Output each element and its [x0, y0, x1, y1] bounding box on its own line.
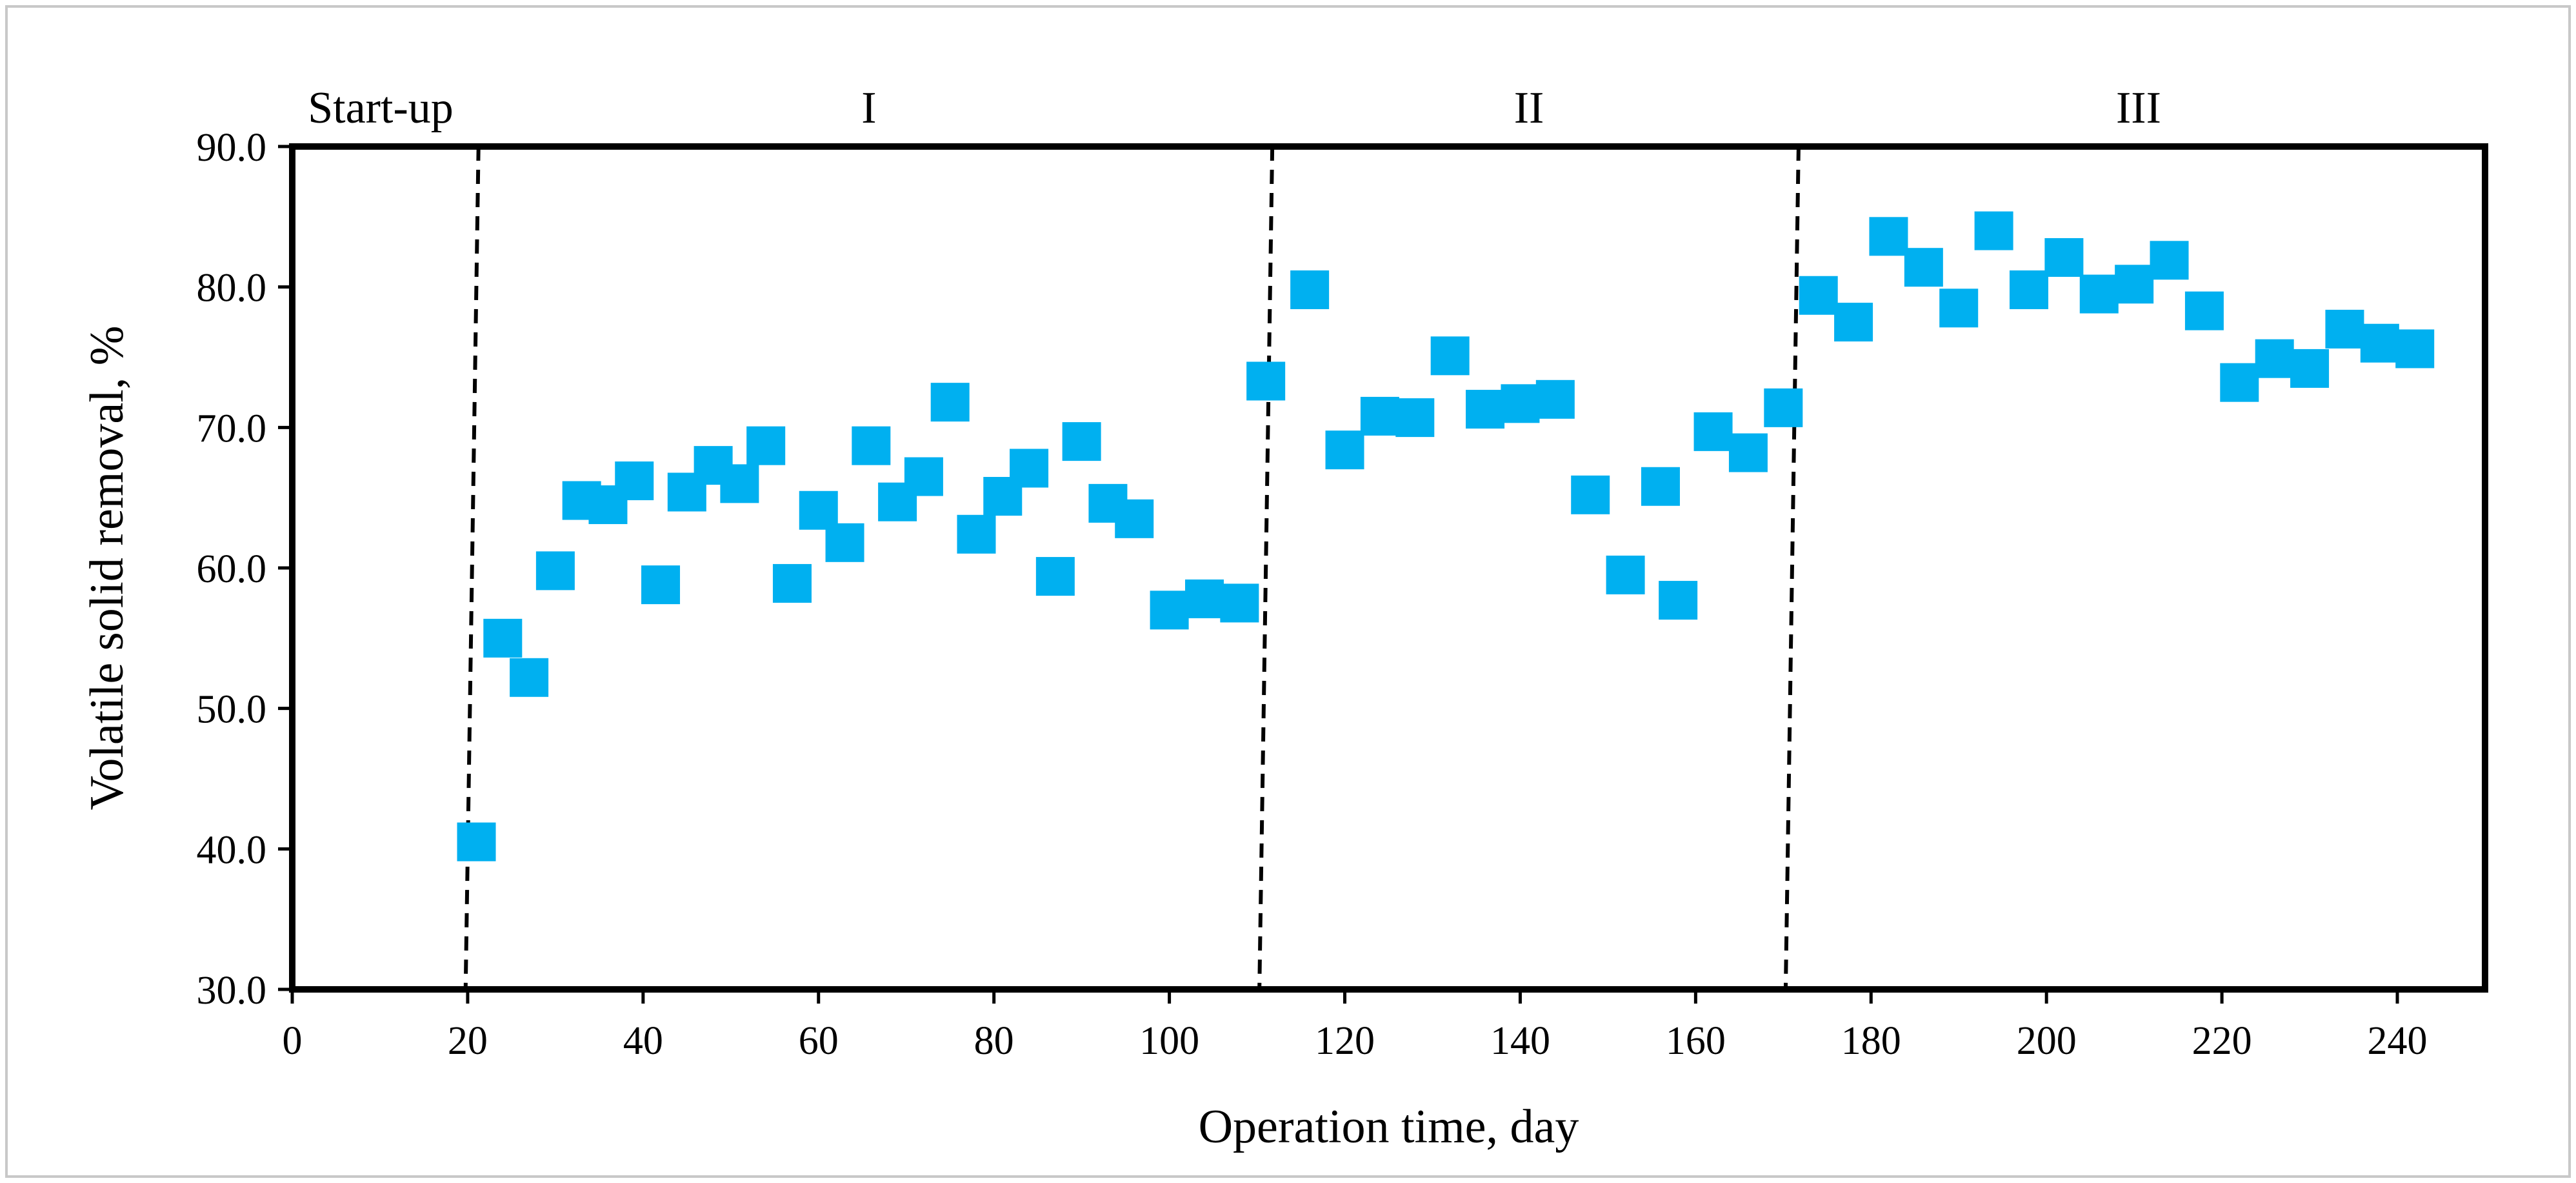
- data-point: [1939, 288, 1979, 328]
- data-point: [1150, 591, 1189, 630]
- phase-label-3: II: [1514, 83, 1544, 133]
- data-point: [2184, 291, 2224, 330]
- x-tick-label: 60: [799, 1019, 839, 1063]
- y-tick-label: 50.0: [197, 688, 267, 732]
- x-tick-label: 200: [2017, 1019, 2077, 1063]
- y-tick-label: 90.0: [197, 126, 267, 170]
- data-point: [1184, 579, 1224, 618]
- data-point: [510, 658, 549, 697]
- x-tick-label: 140: [1490, 1019, 1550, 1063]
- axes: [278, 145, 2399, 1004]
- x-tick-label: 120: [1315, 1019, 1375, 1063]
- data-point: [1535, 379, 1575, 419]
- x-tick-label: 40: [623, 1019, 663, 1063]
- data-point: [2255, 339, 2294, 378]
- data-point: [1290, 270, 1330, 310]
- data-point: [1641, 467, 1680, 506]
- y-tick-label: 30.0: [197, 969, 267, 1013]
- data-point: [852, 426, 891, 465]
- y-tick-label: 80.0: [197, 267, 267, 310]
- data-point: [2395, 329, 2435, 369]
- data-point: [1430, 336, 1470, 376]
- data-point: [2325, 309, 2364, 349]
- data-point: [2115, 265, 2154, 304]
- data-point: [1834, 303, 1873, 342]
- data-point: [2150, 241, 2189, 280]
- data-point: [1606, 555, 1645, 594]
- data-point: [2290, 349, 2330, 388]
- data-point: [1466, 390, 1505, 429]
- y-tick-label: 70.0: [197, 407, 267, 450]
- data-point: [457, 822, 496, 862]
- x-tick-label: 80: [974, 1019, 1014, 1063]
- data-point: [1764, 388, 1803, 427]
- data-point: [1728, 433, 1768, 472]
- x-tick-label: 180: [1841, 1019, 1901, 1063]
- x-tick-label: 240: [2368, 1019, 2428, 1063]
- y-tick-label: 60.0: [197, 547, 267, 591]
- data-point: [746, 426, 786, 465]
- x-tick-label: 220: [2192, 1019, 2252, 1063]
- data-point: [2079, 274, 2119, 314]
- x-axis-title: Operation time, day: [1199, 1100, 1579, 1153]
- data-point: [1869, 217, 1908, 256]
- data-point: [483, 618, 523, 658]
- outer-frame: [5, 5, 2571, 1178]
- data-point: [825, 523, 864, 562]
- phase-label-4: III: [2116, 83, 2161, 133]
- x-tick-label: 20: [448, 1019, 488, 1063]
- x-tick-label: 0: [283, 1019, 303, 1063]
- x-tick-label: 100: [1139, 1019, 1199, 1063]
- data-point: [1035, 557, 1075, 596]
- data-point: [2360, 323, 2399, 363]
- data-point: [2044, 238, 2084, 277]
- data-point: [1115, 499, 1154, 538]
- data-point: [1571, 475, 1610, 514]
- data-point: [1325, 430, 1364, 470]
- data-point: [1904, 248, 1943, 287]
- data-point: [1974, 211, 2013, 250]
- data-point: [2010, 270, 2049, 310]
- data-point: [1395, 398, 1435, 438]
- data-points: [457, 211, 2435, 862]
- data-point: [720, 464, 759, 503]
- data-point: [615, 461, 654, 501]
- data-point: [772, 563, 812, 603]
- data-point: [1659, 581, 1698, 620]
- data-point: [930, 383, 970, 422]
- data-point: [535, 551, 575, 591]
- phase-label-1: Start-up: [308, 83, 454, 133]
- data-point: [2220, 363, 2259, 402]
- data-point: [1693, 412, 1733, 451]
- x-tick-label: 160: [1666, 1019, 1726, 1063]
- data-point: [957, 514, 996, 554]
- data-point: [1246, 361, 1286, 401]
- data-point: [641, 565, 681, 605]
- data-point: [1010, 449, 1049, 488]
- phase-divider-2: [1257, 146, 1275, 990]
- data-point: [1360, 396, 1399, 436]
- data-point: [1062, 422, 1101, 461]
- y-tick-label: 40.0: [197, 828, 267, 872]
- data-point: [1799, 276, 1838, 315]
- data-point: [799, 490, 838, 530]
- data-point: [1220, 583, 1259, 623]
- data-point: [1501, 384, 1540, 423]
- phase-divider-3: [1783, 146, 1801, 990]
- y-axis-title: Volatile solid removal, %: [81, 326, 134, 811]
- phase-label-2: I: [861, 83, 876, 133]
- data-point: [904, 457, 943, 496]
